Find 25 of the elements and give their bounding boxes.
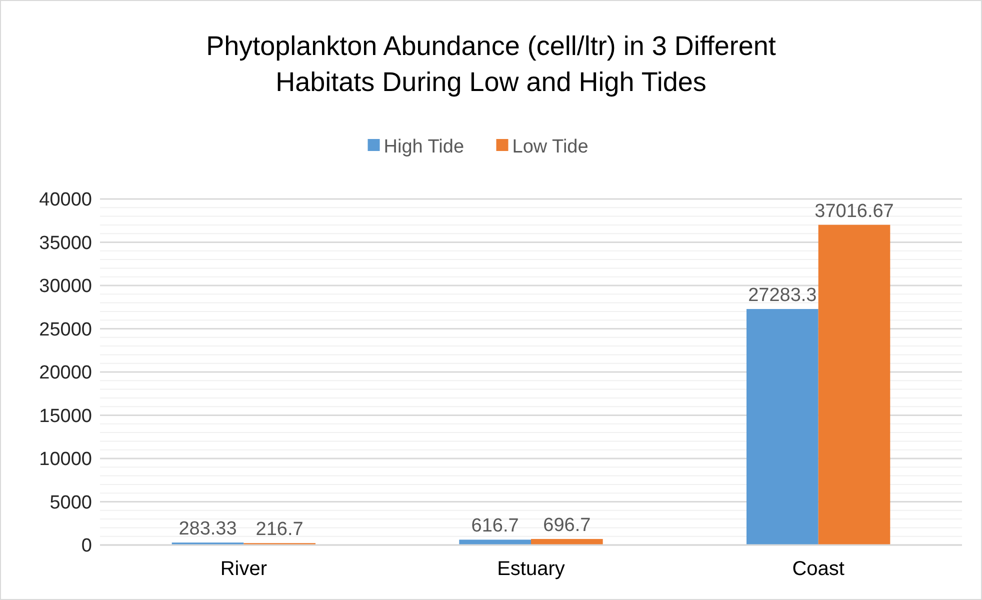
y-tick-label: 35000	[39, 232, 92, 254]
y-tick-label: 25000	[39, 319, 92, 340]
y-tick-label: 0	[81, 536, 92, 557]
data-label: 283.33	[178, 518, 237, 540]
y-tick-label: 15000	[39, 406, 92, 427]
data-label: 216.7	[256, 519, 304, 540]
bar	[818, 224, 890, 545]
data-label: 696.7	[543, 514, 591, 536]
x-tick-label: River	[220, 558, 268, 580]
y-tick-label: 20000	[39, 362, 92, 384]
bar	[746, 309, 818, 545]
bar	[531, 538, 603, 545]
legend-label: Low Tide	[512, 136, 588, 158]
data-label: 27283.3	[748, 285, 817, 306]
x-tick-label: Estuary	[497, 558, 565, 580]
x-tick-label: Coast	[792, 558, 845, 580]
data-label: 616.7	[471, 516, 519, 537]
y-tick-label: 10000	[39, 449, 92, 470]
data-label: 37016.67	[814, 200, 894, 222]
y-tick-label: 5000	[50, 492, 92, 514]
chart-title: Phytoplankton Abundance (cell/ltr) in 3 Different Habitats During Low and High Tides	[206, 31, 776, 97]
y-tick-label: 30000	[39, 276, 92, 298]
bar	[459, 540, 531, 545]
legend-label: High Tide	[384, 136, 464, 158]
y-tick-label: 40000	[39, 190, 92, 211]
